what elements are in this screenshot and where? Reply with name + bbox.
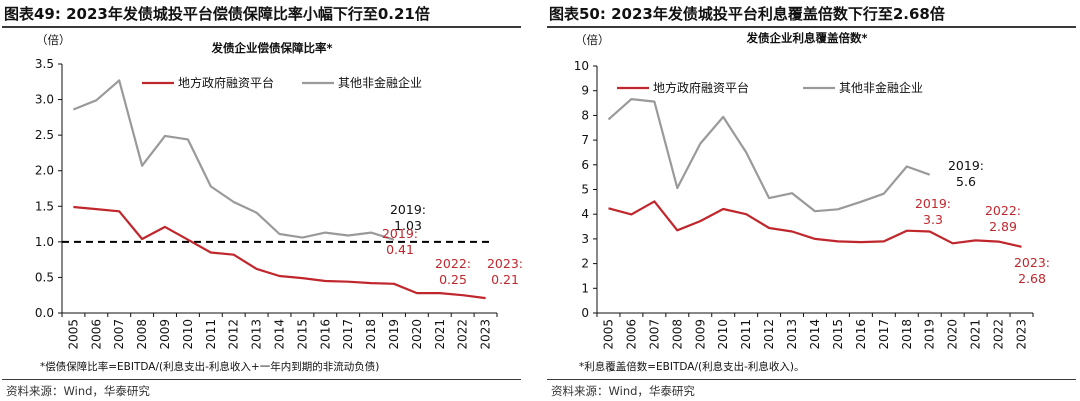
x-tick-label: 2021: [969, 319, 983, 350]
y-tick-label: 1: [581, 281, 589, 295]
annotation-label: 2019:: [382, 226, 418, 241]
x-tick-label: 2020: [410, 319, 424, 350]
y-tick-label: 9: [581, 84, 589, 98]
right-figure-panel: 图表50: 2023年发债城投平台利息覆盖倍数下行至2.68倍 发债企业利息覆盖…: [545, 0, 1080, 401]
y-tick-label: 0.0: [35, 306, 54, 320]
x-tick-label: 2023: [1015, 319, 1029, 350]
right-source: 资料来源：Wind，华泰研究: [551, 384, 695, 398]
x-tick-label: 2011: [204, 319, 218, 350]
x-tick-label: 2009: [693, 319, 707, 350]
x-tick-label: 2010: [716, 319, 730, 350]
y-tick-label: 0: [581, 306, 589, 320]
y-tick-label: 4: [581, 207, 589, 221]
x-tick-label: 2006: [89, 319, 103, 350]
y-tick-label: 0.5: [35, 270, 54, 284]
x-tick-label: 2006: [624, 319, 638, 350]
x-tick-label: 2015: [831, 319, 845, 350]
right-footnote: *利息覆盖倍数=EBITDA/(利息支出-利息收入)。: [579, 361, 805, 373]
right-footer-rule: [547, 379, 1076, 380]
x-tick-label: 2018: [364, 319, 378, 350]
x-tick-label: 2014: [273, 319, 287, 350]
series-line-other-nonfinancial: [607, 98, 931, 213]
y-tick-label: 7: [581, 133, 589, 147]
x-tick-label: 2007: [647, 319, 661, 350]
right-figure-title: 图表50: 2023年发债城投平台利息覆盖倍数下行至2.68倍: [549, 5, 945, 23]
annotation-label: 2019:: [390, 202, 426, 217]
y-tick-label: 2.0: [35, 164, 54, 178]
legend-label-lgfv: 地方政府融资平台: [653, 80, 749, 95]
legend-label-other: 其他非金融企业: [839, 80, 923, 95]
y-tick-label: 3.0: [35, 93, 54, 107]
x-tick-label: 2022: [992, 319, 1006, 350]
y-tick-label: 3.5: [35, 57, 54, 71]
x-tick-label: 2017: [877, 319, 891, 350]
chart-title: 发债企业利息覆盖倍数*: [745, 31, 867, 45]
annotation-label: 2.89: [989, 219, 1017, 234]
annotation-label: 5.6: [956, 174, 976, 189]
left-figure-title: 图表49: 2023年发债城投平台偿债保障比率小幅下行至0.21倍: [4, 5, 430, 23]
series-line-other-nonfinancial: [72, 79, 395, 241]
y-tick-label: 1.0: [35, 235, 54, 249]
y-tick-label: 3: [581, 232, 589, 246]
x-tick-label: 2017: [341, 319, 355, 350]
x-tick-label: 2019: [923, 319, 937, 350]
x-tick-label: 2012: [227, 319, 241, 350]
annotation-label: 2023:: [1014, 255, 1050, 270]
annotation-label: 0.21: [491, 272, 519, 287]
x-tick-label: 2015: [295, 319, 309, 350]
x-tick-label: 2008: [135, 319, 149, 350]
y-tick-label: 8: [581, 108, 589, 122]
annotation-label: 2022:: [985, 203, 1021, 218]
series-line-lgfv: [608, 200, 1022, 248]
y-tick-label: 10: [574, 59, 589, 73]
annotation-label: 2022:: [435, 256, 471, 271]
annotation-label: 2023:: [487, 256, 523, 271]
y-tick-label: 1.5: [35, 199, 54, 213]
x-tick-label: 2018: [900, 319, 914, 350]
right-title-rule: [547, 26, 1076, 28]
x-tick-label: 2013: [250, 319, 264, 350]
x-tick-label: 2009: [158, 319, 172, 350]
annotation-label: 2019:: [915, 196, 951, 211]
y-tick-label: 2.5: [35, 128, 54, 142]
x-tick-label: 2011: [739, 319, 753, 350]
left-footer-rule: [2, 379, 521, 380]
y-tick-label: 2: [581, 257, 589, 271]
legend-label-lgfv: 地方政府融资平台: [178, 75, 274, 90]
x-tick-label: 2023: [479, 319, 493, 350]
x-tick-label: 2021: [433, 319, 447, 350]
annotation-label: 0.25: [439, 272, 467, 287]
annotation-label: 0.41: [386, 242, 414, 257]
series-line-lgfv: [73, 205, 486, 300]
x-tick-label: 2008: [670, 319, 684, 350]
left-source: 资料来源：Wind，华泰研究: [6, 384, 150, 398]
x-tick-label: 2005: [66, 319, 80, 350]
right-chart-svg: 发债企业利息覆盖倍数* （倍） 0 1 2 3 4 5 6 7 8 9 10 2005 2006 2007 20…: [574, 31, 1050, 350]
x-tick-label: 2019: [387, 319, 401, 350]
annotation-label: 1.03: [394, 218, 422, 233]
y-unit-label: （倍）: [575, 33, 610, 47]
annotation-label: 3.3: [923, 212, 943, 227]
x-tick-label: 2014: [808, 319, 822, 350]
annotation-label: 2019:: [948, 158, 984, 173]
x-tick-label: 2007: [112, 319, 126, 350]
x-tick-label: 2013: [785, 319, 799, 350]
legend-label-other: 其他非金融企业: [338, 75, 422, 90]
left-footnote: *偿债保障比率=EBITDA/(利息支出-利息收入+一年内到期的非流动负债): [40, 361, 380, 373]
x-tick-label: 2005: [601, 319, 615, 350]
y-tick-label: 5: [581, 183, 589, 197]
x-tick-label: 2016: [854, 319, 868, 350]
annotation-label: 2.68: [1018, 271, 1046, 286]
x-tick-label: 2010: [181, 319, 195, 350]
left-figure-panel: 图表49: 2023年发债城投平台偿债保障比率小幅下行至0.21倍 发债企业偿债…: [0, 0, 525, 401]
chart-title: 发债企业偿债保障比率*: [210, 41, 332, 55]
left-chart-svg: 发债企业偿债保障比率* （倍） 0.0 0.5 1.0 1.5 2.0 2.5 3.0 3.5 20…: [35, 33, 523, 350]
left-title-rule: [2, 26, 521, 28]
x-tick-label: 2016: [318, 319, 332, 350]
x-tick-label: 2022: [456, 319, 470, 350]
y-tick-label: 6: [581, 158, 589, 172]
x-tick-label: 2012: [762, 319, 776, 350]
y-unit-label: （倍）: [36, 33, 71, 47]
x-tick-label: 2020: [946, 319, 960, 350]
